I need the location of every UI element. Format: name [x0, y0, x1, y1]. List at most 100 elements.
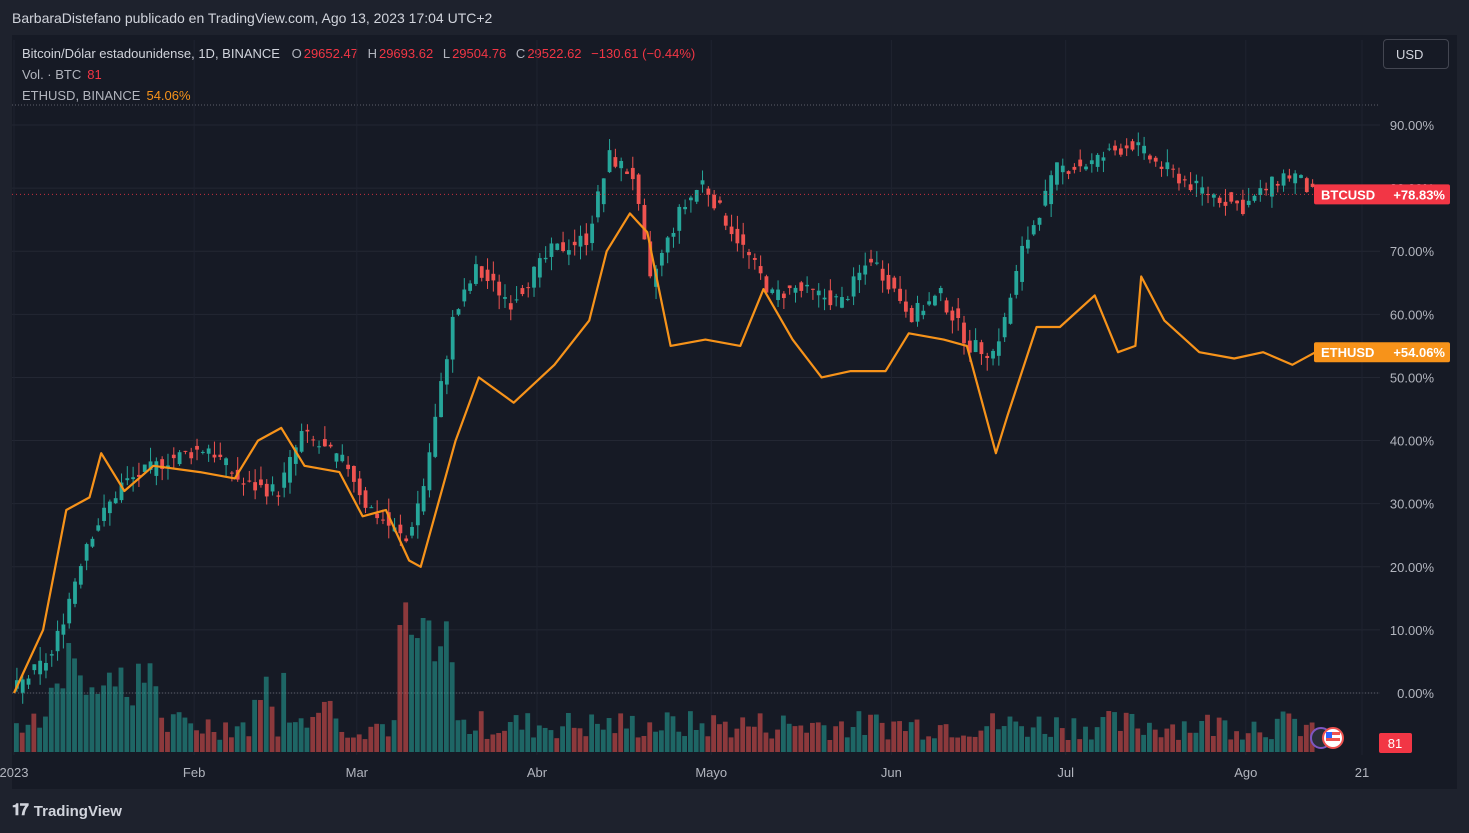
- candle-body: [1281, 173, 1286, 186]
- candle-body: [1270, 176, 1274, 197]
- candle-body: [880, 268, 885, 281]
- candle-body: [398, 524, 403, 534]
- chart-frame[interactable]: [12, 35, 1457, 789]
- candle-body: [642, 205, 647, 240]
- volume-bar: [449, 662, 455, 752]
- volume-bar: [804, 732, 810, 752]
- candle-body: [909, 307, 914, 323]
- tradingview-logo-icon: 𝟏𝟕: [12, 802, 29, 819]
- tradingview-footer[interactable]: 𝟏𝟕 TradingView: [12, 802, 122, 820]
- candle-body: [677, 206, 682, 231]
- candle-body: [90, 538, 95, 547]
- volume-bar: [1088, 739, 1094, 752]
- candle-body: [927, 301, 932, 305]
- volume-badge-value: 81: [1388, 736, 1402, 751]
- candle-body: [317, 446, 321, 448]
- candle-body: [247, 480, 252, 482]
- volume-bar: [368, 726, 374, 752]
- y-tick-label: 90.00%: [1390, 118, 1435, 133]
- volume-bar: [1251, 721, 1257, 752]
- volume-bar: [77, 675, 83, 752]
- candle-body: [421, 486, 426, 512]
- candle-body: [706, 188, 711, 195]
- y-tick-label: 20.00%: [1390, 560, 1435, 575]
- volume-bar: [409, 634, 414, 752]
- volume-bar: [385, 736, 391, 752]
- volume-bar: [984, 726, 990, 752]
- volume-bar: [1129, 713, 1135, 752]
- candle-body: [415, 503, 420, 526]
- volume-bar: [292, 722, 298, 752]
- volume-bar: [443, 621, 449, 752]
- volume-bar: [769, 738, 775, 752]
- candle-body: [73, 581, 77, 604]
- volume-bar: [635, 737, 641, 752]
- low-value: 29504.76: [452, 46, 507, 61]
- candle-body: [49, 654, 54, 656]
- candle-body: [747, 252, 751, 256]
- candle-body: [572, 241, 577, 246]
- candle-body: [944, 300, 949, 313]
- candle-body: [334, 453, 339, 462]
- currency-button[interactable]: USD: [1383, 39, 1449, 69]
- candle-body: [44, 662, 48, 671]
- volume-bar: [711, 715, 717, 752]
- candle-body: [758, 266, 763, 274]
- volume-bar: [955, 737, 961, 752]
- candle-body: [671, 232, 676, 237]
- candle-body: [625, 171, 629, 174]
- x-tick-label: 21: [1355, 765, 1369, 780]
- volume-bar: [153, 686, 159, 752]
- volume-bar: [862, 734, 868, 752]
- volume-bar: [287, 722, 292, 752]
- candle-body: [322, 439, 327, 447]
- candle-body: [137, 474, 141, 477]
- candle-body: [630, 167, 635, 180]
- volume-bar: [112, 686, 118, 752]
- volume-bar: [571, 727, 577, 752]
- volume-bar: [932, 738, 937, 752]
- candle-body: [985, 355, 990, 359]
- volume-bar: [693, 729, 699, 752]
- candle-body: [288, 457, 292, 483]
- candle-body: [410, 526, 414, 536]
- candle-body: [84, 544, 89, 561]
- volume-bar: [1059, 728, 1065, 752]
- volume-bar: [455, 720, 461, 752]
- candle-body: [741, 234, 746, 245]
- volume-bar: [926, 736, 932, 752]
- volume-bar: [728, 737, 734, 752]
- volume-bar: [199, 733, 205, 752]
- candle-body: [776, 289, 780, 301]
- candle-body: [433, 416, 438, 457]
- volume-bar: [1030, 727, 1036, 752]
- candle-body: [1177, 173, 1181, 184]
- volume-bar: [757, 713, 763, 752]
- volume-bar: [403, 602, 409, 752]
- close-value: 29522.62: [527, 46, 582, 61]
- candle-body: [689, 197, 693, 201]
- volume-bar: [496, 733, 502, 752]
- eth-legend[interactable]: ETHUSD, BINANCE 54.06%: [22, 88, 191, 103]
- candle-body: [1246, 200, 1251, 205]
- volume-bar: [1280, 711, 1286, 752]
- candle-body: [781, 293, 786, 299]
- volume-bar: [1141, 734, 1147, 752]
- volume-legend[interactable]: Vol. · BTC 81: [22, 67, 108, 82]
- volume-bar: [972, 736, 978, 752]
- volume-bar: [990, 713, 995, 752]
- x-tick-label: Ago: [1234, 765, 1257, 780]
- volume-bar: [688, 711, 693, 752]
- candle-body: [1148, 155, 1152, 160]
- candle-body: [1188, 184, 1193, 191]
- candle-body: [404, 538, 409, 542]
- series-badge-value: +54.06%: [1393, 345, 1445, 360]
- candle-body: [474, 264, 478, 284]
- candle-body: [578, 235, 583, 247]
- main-series-legend[interactable]: Bitcoin/Dólar estadounidense, 1D, BINANC…: [22, 46, 701, 61]
- volume-bar: [1054, 717, 1059, 752]
- volume-bar: [577, 728, 583, 752]
- flag-canton: [1326, 732, 1332, 738]
- candle-body: [1153, 157, 1158, 162]
